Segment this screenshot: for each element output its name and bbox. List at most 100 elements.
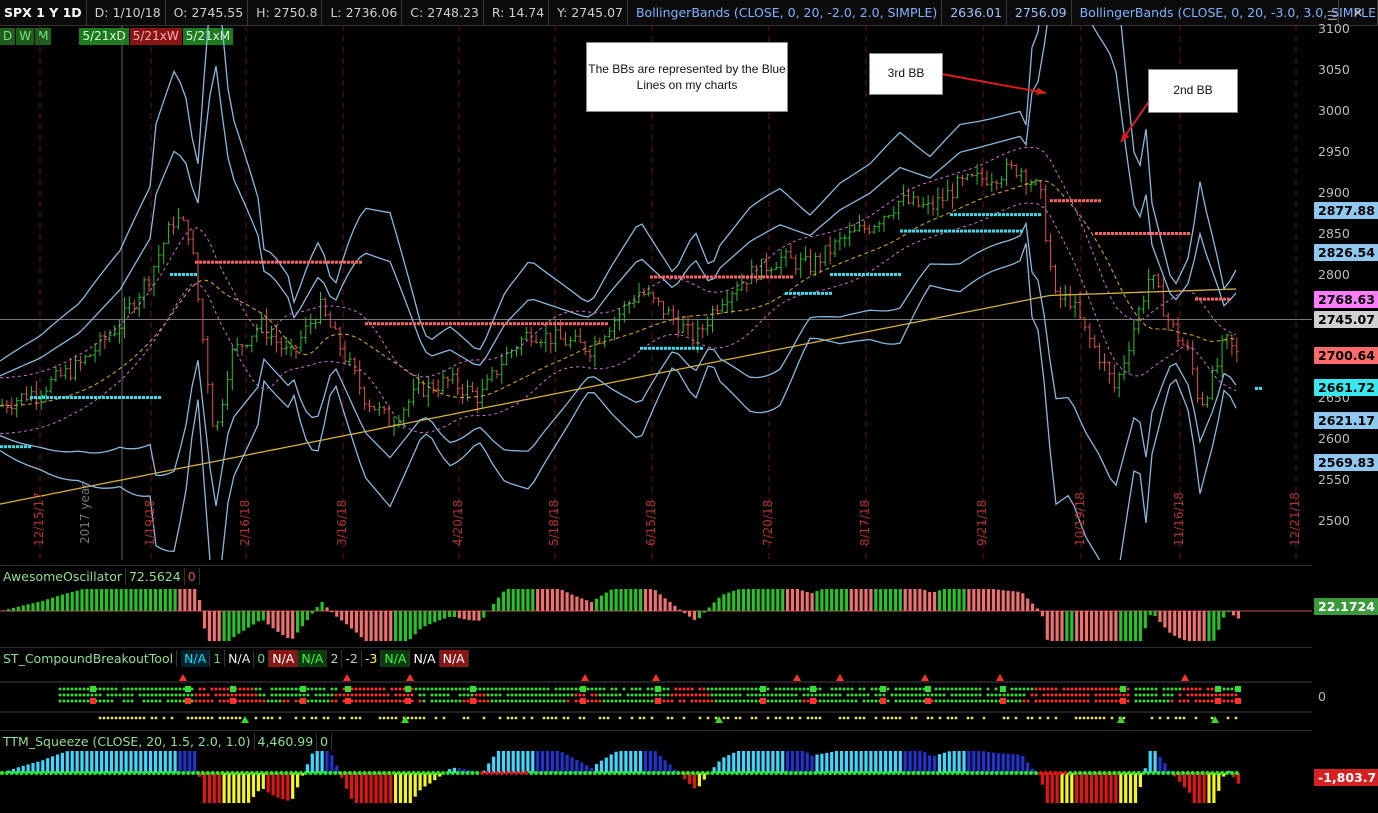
cbt-dot [475, 694, 478, 697]
cbt-dot [707, 688, 710, 691]
annotation-bb-explanation[interactable]: The BBs are represented by the Blue Line… [586, 42, 788, 112]
breakout-dot [275, 261, 278, 264]
ttm-squeeze-dot [181, 771, 185, 775]
cbt-dot [1135, 700, 1138, 703]
ttm-bar [76, 751, 79, 773]
breakout-dot [365, 322, 368, 325]
breakout-dot [1018, 213, 1021, 216]
cbt-dot [351, 694, 354, 697]
ao-bar [129, 589, 132, 611]
annotation-2nd-bb[interactable]: 2nd BB [1148, 69, 1238, 113]
breakout-dot [283, 261, 286, 264]
breakout-dot [970, 213, 973, 216]
cbt-dot [79, 700, 82, 703]
cbt-dot [315, 700, 318, 703]
cbt-yellow-dot [199, 717, 202, 720]
cbt-dot [831, 694, 834, 697]
cbt-dot [231, 694, 234, 697]
breakout-dot [936, 230, 939, 233]
ttm-squeeze-dot [245, 771, 249, 775]
ttm-squeeze-dot [230, 771, 234, 775]
cbt-dot [847, 700, 850, 703]
cbt-dot [915, 694, 918, 697]
ttm-squeeze-dot [970, 771, 974, 775]
cbt-dot [899, 700, 902, 703]
ttm-squeeze-dot [44, 771, 48, 775]
ttm-squeeze-dot [1117, 771, 1121, 775]
ao-bar [66, 593, 69, 611]
breakout-dot [1090, 199, 1093, 202]
ao-name[interactable]: AwesomeOscillator [0, 568, 126, 585]
cbt-dot [799, 700, 802, 703]
cbt-dot [751, 688, 754, 691]
cbt-dot [1215, 694, 1218, 697]
cbt-dot [1139, 694, 1142, 697]
breakout-dot [825, 292, 828, 295]
symbol-label[interactable]: SPX 1 Y 1D [0, 0, 87, 25]
cbt-square [580, 686, 586, 692]
cbt-dot [123, 694, 126, 697]
ttm-squeeze-dot [1152, 771, 1156, 775]
breakout-dot [1203, 298, 1206, 301]
breakout-dot [94, 396, 97, 399]
breakout-dot [525, 322, 528, 325]
cbt-dot [59, 694, 62, 697]
cbt-dot [531, 700, 534, 703]
breakout-dot [585, 322, 588, 325]
breakout-dot [682, 275, 685, 278]
cbt-dot [891, 694, 894, 697]
breakout-dot [307, 261, 310, 264]
breakout-dot [66, 396, 69, 399]
cbt-dot [127, 688, 130, 691]
cbt-dot [443, 688, 446, 691]
cbt-dot [563, 688, 566, 691]
ttm-bar [105, 751, 108, 773]
cbt-dot [747, 700, 750, 703]
cbt-square [925, 686, 931, 692]
cbt-name[interactable]: ST_CompoundBreakoutTool [0, 650, 177, 667]
ttm-bar [698, 773, 701, 786]
cbt-dot [143, 694, 146, 697]
annotation-3rd-bb[interactable]: 3rd BB [869, 53, 943, 95]
breakout-dot [950, 213, 953, 216]
ttm-name[interactable]: TTM_Squeeze (CLOSE, 20, 1.5, 2.0, 1.0) [0, 733, 255, 750]
cbt-dot [791, 694, 794, 697]
cbt-dot [647, 688, 650, 691]
cbt-dot [599, 700, 602, 703]
cbt-field: N/A [181, 650, 210, 667]
cbt-yellow-dot [1027, 717, 1030, 720]
cbt-dot [1035, 688, 1038, 691]
cbt-yellow-dot [1015, 717, 1018, 720]
ttm-squeeze-dot [755, 771, 759, 775]
ttm-squeeze-dot [735, 771, 739, 775]
breakout-dot [862, 273, 865, 276]
cbt-yellow-dot [339, 717, 342, 720]
cbt-sell-arrow [343, 674, 351, 681]
cbt-yellow-dot [1175, 717, 1178, 720]
cbt-dot [1167, 688, 1170, 691]
breakout-dot [994, 213, 997, 216]
ttm-squeeze-dot [926, 771, 930, 775]
ao-bar [105, 589, 108, 611]
study-bb1-label[interactable]: BollingerBands (CLOSE, 0, 20, -2.0, 2.0,… [632, 0, 942, 25]
breakout-dot [960, 230, 963, 233]
breakout-dot [778, 275, 781, 278]
date-label: 11/16/18 [1172, 492, 1186, 546]
cbt-yellow-dot [131, 717, 134, 720]
cbt-sell-arrow [1181, 674, 1189, 681]
cbt-dot [639, 694, 642, 697]
cbt-dot [519, 700, 522, 703]
cbt-dot [363, 700, 366, 703]
breakout-dot [441, 322, 444, 325]
ttm-zero: 0 [317, 733, 332, 750]
ao-bar [370, 611, 373, 641]
ttm-squeeze-dot [676, 771, 680, 775]
breakout-dot [1058, 199, 1061, 202]
ttm-panel[interactable]: TTM_Squeeze (CLOSE, 20, 1.5, 2.0, 1.0)4,… [0, 730, 1312, 813]
cbt-dot [1063, 700, 1066, 703]
ao-bar [825, 589, 828, 611]
cbt-dot [803, 694, 806, 697]
